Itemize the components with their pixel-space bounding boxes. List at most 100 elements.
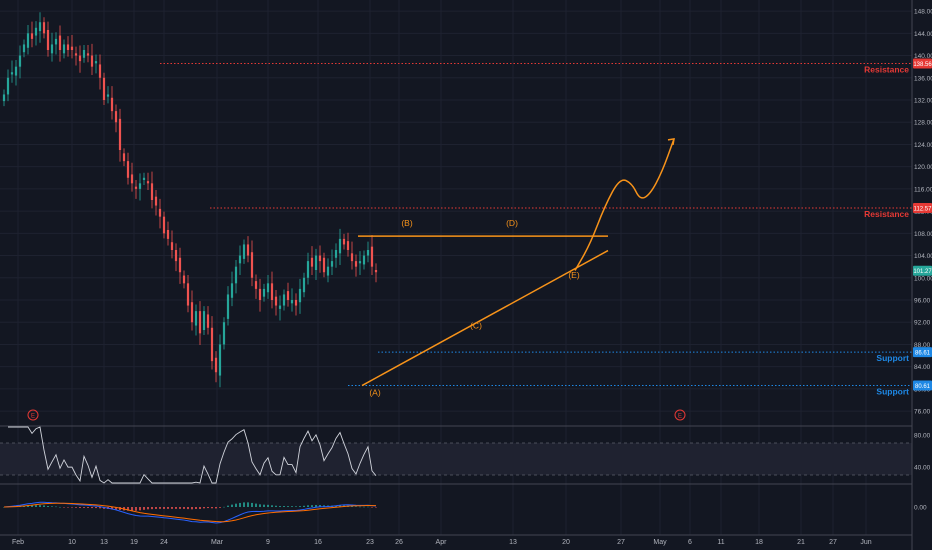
candle-body	[186, 283, 190, 306]
macd-histogram-bar	[299, 506, 301, 507]
price-tag-label: 80.61	[915, 384, 931, 390]
macd-histogram-bar	[219, 507, 221, 508]
candle-body	[170, 242, 174, 250]
macd-histogram-bar	[339, 505, 341, 507]
x-tick-label: 20	[562, 539, 570, 546]
price-tick-label: 128.00	[914, 120, 932, 127]
price-tick-label: 76.00	[914, 409, 931, 416]
x-tick-label: 26	[395, 539, 403, 546]
candle-body	[174, 250, 178, 262]
price-tick-label: 84.00	[914, 364, 931, 371]
macd-histogram-bar	[151, 507, 153, 510]
level-label: Resistance	[864, 209, 909, 219]
x-tick-label: Mar	[211, 539, 224, 546]
event-marker-icon	[27, 409, 39, 421]
price-tick-label: 104.00	[914, 253, 932, 260]
macd-histogram-bar	[95, 507, 97, 509]
macd-histogram-bar	[215, 507, 217, 509]
macd-tick-label: 0.00	[914, 505, 927, 512]
macd-histogram-bar	[27, 505, 29, 507]
macd-histogram-bar	[371, 507, 373, 508]
wave-label: (E)	[568, 270, 580, 280]
candle-body	[346, 241, 350, 250]
x-tick-label: 24	[160, 539, 168, 546]
candle-body	[130, 174, 134, 184]
macd-histogram-bar	[43, 505, 45, 507]
rsi-pane[interactable]	[0, 426, 912, 484]
candle-body	[254, 281, 258, 289]
rsi-tick-label: 40.00	[914, 465, 931, 472]
candle-body	[210, 327, 214, 362]
candle-body	[290, 300, 294, 304]
candle-body	[10, 72, 14, 75]
candle-body	[198, 311, 202, 334]
macd-histogram-bar	[243, 502, 245, 507]
macd-histogram-bar	[159, 507, 161, 509]
price-tick-label: 136.00	[914, 75, 932, 82]
macd-histogram-bar	[63, 507, 65, 508]
level-label: Support	[876, 387, 909, 397]
macd-histogram-bar	[179, 507, 181, 509]
macd-histogram-bar	[235, 503, 237, 507]
macd-histogram-bar	[55, 506, 57, 508]
price-tick-label: 140.00	[914, 53, 932, 60]
candle-body	[106, 94, 110, 97]
candle-body	[134, 186, 138, 189]
candle-body	[158, 208, 162, 217]
candle-body	[6, 77, 10, 95]
candle-body	[142, 177, 146, 180]
macd-histogram-bar	[323, 505, 325, 507]
candle-body	[314, 255, 318, 270]
triangle-bottom-line	[361, 249, 609, 387]
macd-histogram-bar	[287, 506, 289, 507]
candle-body	[46, 30, 50, 50]
candle-body	[150, 183, 154, 200]
candle-body	[230, 283, 234, 298]
candle-body	[126, 161, 130, 178]
macd-histogram-bar	[315, 504, 317, 507]
candle-body	[66, 44, 70, 50]
macd-histogram-bar	[363, 506, 365, 508]
candle-body	[358, 261, 362, 264]
macd-histogram-bar	[203, 507, 205, 509]
candle-body	[370, 246, 374, 267]
price-pane[interactable]: Resistance Resistance Support Support (A) (B)…	[2, 12, 912, 421]
candle-body	[118, 118, 122, 150]
candle-body	[78, 55, 82, 62]
macd-histogram-bar	[99, 507, 101, 509]
macd-histogram-bar	[171, 507, 173, 509]
macd-histogram-bar	[231, 504, 233, 507]
macd-histogram-bar	[239, 502, 241, 507]
macd-histogram-bar	[311, 505, 313, 507]
x-tick-label: Feb	[12, 539, 24, 546]
projection-arrowhead	[667, 137, 675, 146]
x-tick-label: 10	[68, 539, 76, 546]
macd-histogram-bar	[111, 507, 113, 510]
event-marker-icon	[674, 409, 686, 421]
macd-histogram-bar	[223, 506, 225, 508]
macd-pane[interactable]	[3, 501, 377, 524]
candle-body	[14, 66, 18, 76]
macd-histogram-bar	[295, 506, 297, 507]
macd-histogram-bar	[139, 507, 141, 511]
candle-body	[62, 44, 66, 54]
macd-histogram-bar	[87, 507, 89, 508]
macd-histogram-bar	[147, 507, 149, 510]
candle-body	[166, 230, 170, 239]
macd-histogram-bar	[351, 506, 353, 507]
candle-body	[242, 244, 246, 259]
price-tag-label: 101.27	[913, 269, 932, 275]
macd-histogram-bar	[367, 506, 369, 508]
candle-body	[214, 357, 218, 373]
candle-body	[326, 266, 330, 276]
candle-body	[266, 283, 270, 293]
macd-histogram-bar	[255, 503, 257, 507]
x-tick-label: 6	[688, 539, 692, 546]
candle-body	[322, 257, 326, 273]
macd-histogram-bar	[247, 502, 249, 507]
macd-histogram-bar	[263, 504, 265, 507]
candle-body	[342, 238, 346, 245]
macd-histogram-bar	[251, 502, 253, 507]
macd-histogram-bar	[39, 505, 41, 507]
